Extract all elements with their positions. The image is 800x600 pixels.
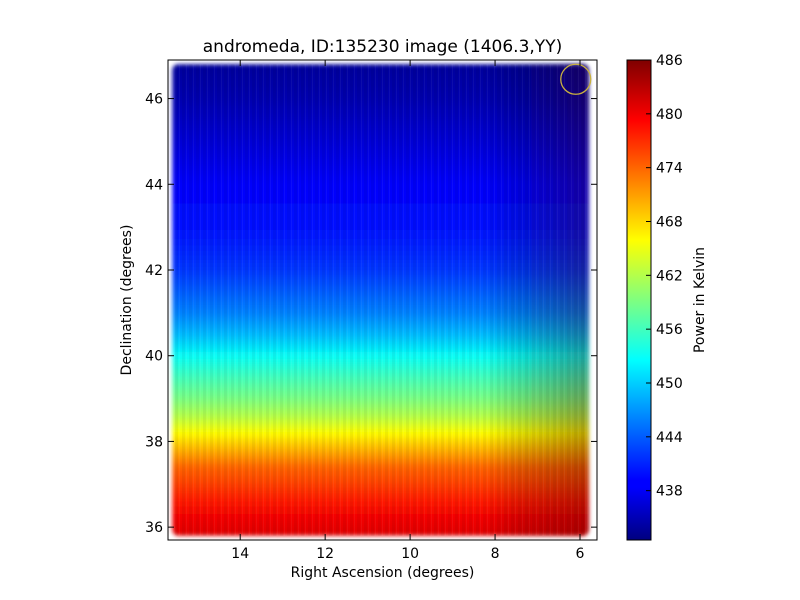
colorbar-tick-label: 456 — [656, 322, 683, 338]
colorbar-label: Power in Kelvin — [692, 247, 708, 353]
x-tick-label: 10 — [401, 546, 419, 562]
colorbar-tick-label: 486 — [656, 53, 683, 69]
colorbar-tick-label: 474 — [656, 161, 683, 177]
colorbar-tick-label: 450 — [656, 376, 683, 392]
y-tick-label: 36 — [145, 520, 163, 536]
colorbar: 438 444 450 456 462 468 474 480 486 — [626, 53, 683, 541]
x-axis-ticks: 14 12 10 8 6 — [231, 60, 585, 562]
colorbar-gradient — [626, 59, 652, 541]
x-tick-label: 6 — [576, 546, 585, 562]
x-tick-label: 12 — [316, 546, 334, 562]
colorbar-tick-label: 462 — [656, 268, 683, 284]
y-tick-label: 46 — [145, 92, 163, 108]
axes-frame — [167, 59, 598, 541]
colorbar-tick-label: 438 — [656, 484, 683, 500]
x-tick-label: 8 — [491, 546, 500, 562]
colorbar-tick-label: 444 — [656, 430, 683, 446]
chart-title: andromeda, ID:135230 image (1406.3,YY) — [203, 37, 562, 57]
y-tick-label: 40 — [145, 349, 163, 365]
x-tick-label: 14 — [231, 546, 249, 562]
y-tick-label: 38 — [145, 434, 163, 450]
colorbar-ticks: 438 444 450 456 462 468 474 480 486 — [646, 53, 683, 500]
y-tick-label: 44 — [145, 177, 163, 193]
y-axis-ticks: 36 38 40 42 44 46 — [145, 92, 597, 536]
colorbar-tick-label: 468 — [656, 214, 683, 230]
beam-marker-circle — [560, 63, 592, 95]
y-axis-label: Declination (degrees) — [119, 225, 135, 376]
heatmap-streaks — [172, 64, 589, 536]
y-tick-label: 42 — [145, 263, 163, 279]
plot-axes: 14 12 10 8 6 36 38 40 42 44 46 — [145, 59, 598, 562]
x-axis-label: Right Ascension (degrees) — [291, 565, 475, 581]
colorbar-tick-label: 480 — [656, 107, 683, 123]
